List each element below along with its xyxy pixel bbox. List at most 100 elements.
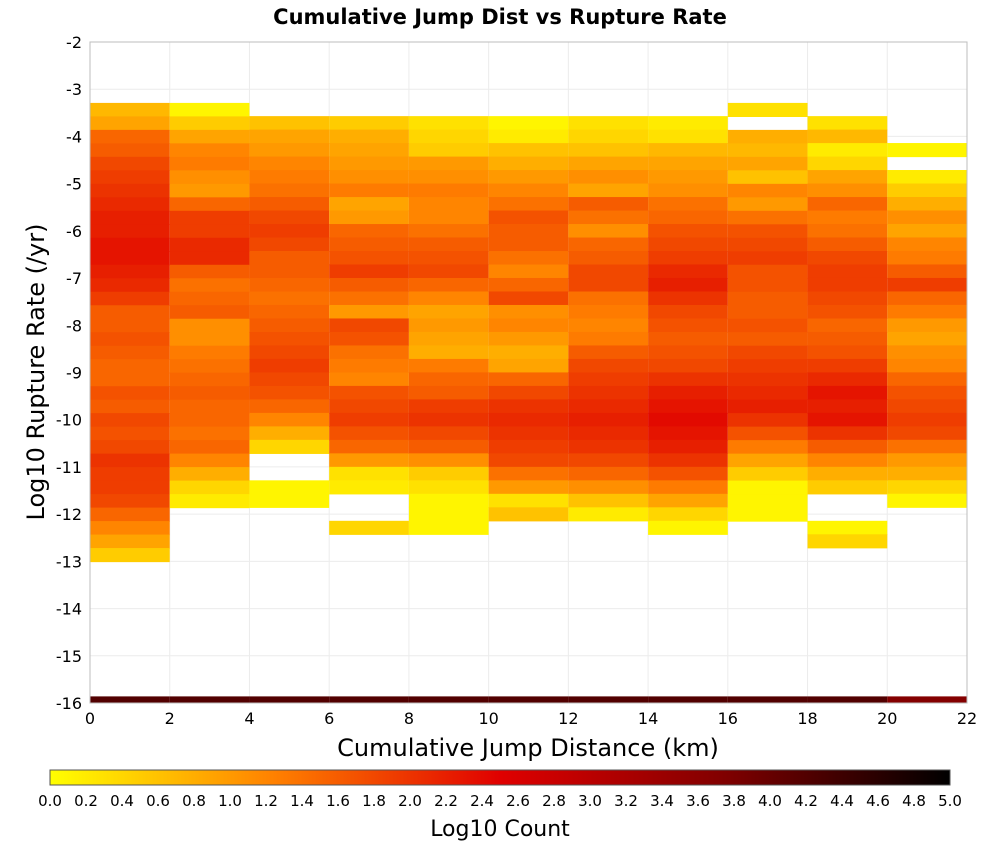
heatmap-cell bbox=[329, 520, 409, 535]
y-tick-label: -3 bbox=[66, 80, 82, 99]
colorbar-tick-label: 1.0 bbox=[218, 792, 242, 810]
heatmap-cell bbox=[568, 264, 649, 279]
heatmap-cell bbox=[887, 453, 967, 468]
heatmap-cell bbox=[408, 385, 489, 400]
heatmap-cell bbox=[408, 493, 489, 508]
heatmap-cell bbox=[887, 264, 967, 279]
colorbar-tick-label: 3.0 bbox=[578, 792, 602, 810]
heatmap-cell bbox=[329, 291, 409, 306]
x-tick-label: 20 bbox=[877, 709, 897, 728]
heatmap-cell bbox=[727, 305, 808, 320]
heatmap-cell bbox=[648, 426, 728, 441]
y-tick-label: -7 bbox=[66, 269, 82, 288]
heatmap-cell bbox=[488, 237, 569, 252]
heatmap-cell bbox=[807, 251, 888, 266]
heatmap-cell bbox=[488, 183, 569, 198]
heatmap-cell bbox=[648, 291, 728, 306]
heatmap-cell bbox=[488, 170, 569, 185]
heatmap-cell bbox=[488, 493, 569, 508]
heatmap-cell bbox=[169, 480, 250, 495]
heatmap-cell bbox=[568, 493, 649, 508]
x-tick-label: 16 bbox=[718, 709, 738, 728]
heatmap-cell bbox=[169, 426, 250, 441]
heatmap-cell bbox=[249, 493, 330, 508]
heatmap-cell bbox=[90, 534, 170, 549]
x-tick-label: 6 bbox=[324, 709, 334, 728]
heatmap-cell bbox=[408, 291, 489, 306]
heatmap-cell bbox=[807, 439, 888, 454]
colorbar-tick-label: 0.6 bbox=[146, 792, 170, 810]
heatmap-cell bbox=[488, 251, 569, 266]
heatmap-cell bbox=[568, 453, 649, 468]
heatmap-cell bbox=[488, 466, 569, 481]
heatmap-cell bbox=[727, 251, 808, 266]
heatmap-cell bbox=[568, 156, 649, 171]
heatmap-cell bbox=[408, 520, 489, 535]
x-tick-label: 14 bbox=[638, 709, 658, 728]
heatmap-cell bbox=[488, 224, 569, 239]
heatmap-cell bbox=[249, 318, 330, 333]
heatmap-cell bbox=[488, 696, 569, 703]
heatmap-cell bbox=[488, 129, 569, 144]
heatmap-cell bbox=[648, 412, 728, 427]
heatmap-cell bbox=[887, 399, 967, 414]
heatmap-cell bbox=[169, 386, 250, 401]
heatmap-cell bbox=[169, 453, 250, 468]
heatmap-cell bbox=[488, 426, 569, 441]
heatmap-cell bbox=[568, 507, 649, 522]
heatmap-cell bbox=[249, 277, 330, 293]
heatmap-cell bbox=[727, 345, 808, 360]
heatmap-cell bbox=[568, 291, 649, 306]
heatmap-cell bbox=[568, 696, 649, 703]
heatmap-cell bbox=[727, 413, 808, 428]
heatmap-cell bbox=[329, 466, 409, 481]
heatmap-cell bbox=[648, 304, 728, 320]
heatmap-cell bbox=[249, 426, 330, 441]
y-tick-labels: -2 -3 -4 -5 -6 -7 -8 -9 -10 -11 -12 -13 -14 -15 -16 bbox=[56, 33, 82, 713]
heatmap-cell bbox=[488, 480, 569, 495]
heatmap-cell bbox=[727, 494, 808, 509]
heatmap-cell bbox=[90, 467, 170, 482]
heatmap-cell bbox=[568, 183, 649, 198]
heatmap-cell bbox=[887, 223, 967, 239]
heatmap-cell bbox=[568, 143, 649, 158]
heatmap-cell bbox=[887, 696, 967, 703]
heatmap-cell bbox=[249, 224, 330, 239]
heatmap-cell bbox=[727, 318, 808, 333]
heatmap-cell bbox=[169, 143, 250, 158]
colorbar-tick-label: 3.6 bbox=[686, 792, 710, 810]
heatmap-cell bbox=[169, 305, 250, 320]
heatmap-cell bbox=[329, 331, 409, 347]
heatmap-cell bbox=[488, 507, 569, 522]
heatmap-cell bbox=[90, 521, 170, 536]
colorbar-tick-label: 5.0 bbox=[938, 792, 962, 810]
heatmap-cell bbox=[488, 372, 569, 387]
heatmap-cell bbox=[727, 507, 808, 522]
heatmap-cell bbox=[408, 143, 489, 158]
heatmap-cell bbox=[807, 129, 888, 144]
heatmap-cell bbox=[249, 156, 330, 171]
heatmap-cell bbox=[329, 197, 409, 212]
heatmap-cell bbox=[90, 237, 170, 252]
heatmap-cell bbox=[169, 345, 250, 360]
heatmap-cell bbox=[887, 345, 967, 360]
heatmap-cell bbox=[329, 412, 409, 427]
heatmap-cell bbox=[727, 129, 808, 144]
heatmap-cell bbox=[90, 507, 170, 522]
heatmap-cell bbox=[648, 399, 728, 414]
colorbar-label: Log10 Count bbox=[430, 817, 570, 842]
heatmap-cell bbox=[249, 264, 330, 279]
heatmap-cell bbox=[90, 305, 170, 320]
heatmap-cell bbox=[169, 494, 250, 509]
heatmap-cell bbox=[887, 277, 967, 293]
heatmap-cell bbox=[169, 318, 250, 333]
heatmap-cell bbox=[648, 197, 728, 212]
heatmap-cell bbox=[90, 494, 170, 509]
heatmap-cell bbox=[807, 534, 888, 549]
heatmap-cell bbox=[887, 210, 967, 225]
heatmap-cell bbox=[169, 278, 250, 293]
heatmap-cell bbox=[568, 197, 649, 212]
heatmap-cell bbox=[488, 277, 569, 293]
heatmap-cell bbox=[648, 466, 728, 481]
heatmap-cell bbox=[648, 143, 728, 158]
